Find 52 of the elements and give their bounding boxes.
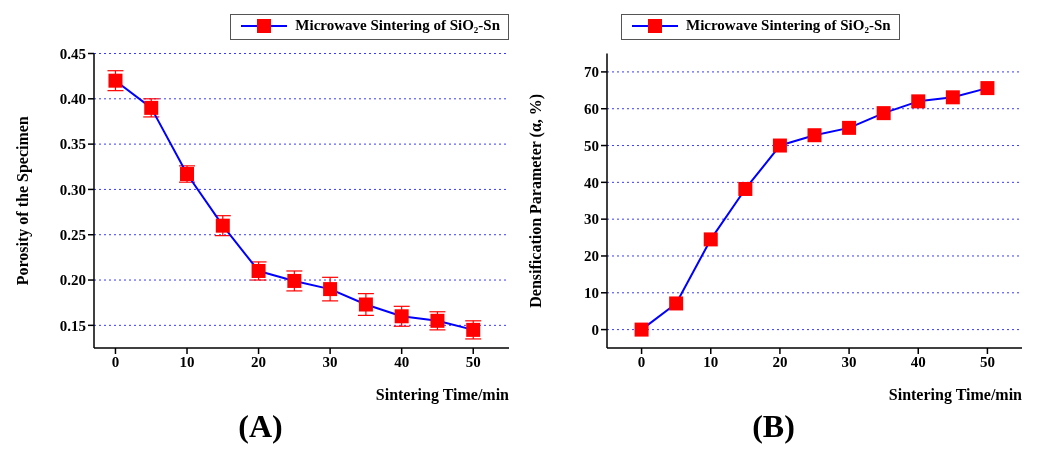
- point: [980, 81, 995, 96]
- point: [842, 120, 857, 135]
- x-axis-title: Sintering Time/min: [375, 386, 510, 404]
- y-axis-title: Densification Parameter (α, %): [526, 93, 545, 308]
- y-tick-label: 0.40: [59, 91, 86, 108]
- text: (A): [238, 408, 283, 445]
- point: [287, 273, 302, 288]
- point: [323, 282, 338, 297]
- point: [703, 232, 718, 247]
- x-tick-label: 0: [637, 353, 646, 370]
- x-tick-label: 10: [703, 353, 719, 370]
- point: [945, 90, 960, 105]
- point: [358, 297, 373, 312]
- point: [108, 73, 123, 88]
- y-tick-label: 60: [584, 101, 599, 118]
- point: [634, 322, 649, 337]
- y-tick-label: 0: [591, 321, 599, 338]
- y-tick-label: 0.30: [59, 181, 86, 198]
- legend-label: Microwave Sintering of SiO₂-Sn: [686, 17, 891, 34]
- y-tick-label: 30: [584, 211, 599, 228]
- point: [911, 94, 926, 109]
- point: [738, 181, 753, 196]
- y-tick-label: 0.15: [59, 317, 86, 334]
- y-tick-label: 20: [584, 248, 599, 265]
- y-tick-label: 10: [584, 285, 599, 302]
- y-tick-label: 70: [584, 64, 599, 81]
- y-tick-label: 50: [584, 137, 599, 154]
- x-tick-label: 50: [979, 353, 995, 370]
- x-tick-label: 50: [465, 353, 481, 370]
- x-tick-label: 40: [910, 353, 926, 370]
- text: (B): [752, 408, 795, 445]
- y-tick-label: 0.45: [59, 45, 86, 62]
- point: [772, 138, 787, 153]
- point: [669, 296, 684, 311]
- point: [394, 309, 409, 324]
- x-tick-label: 0: [111, 353, 120, 370]
- y-axis-title: Porosity of the Specimen: [13, 116, 32, 286]
- x-tick-label: 20: [772, 353, 788, 370]
- x-axis-title: Sintering Time/min: [888, 386, 1023, 404]
- x-tick-label: 40: [394, 353, 410, 370]
- x-tick-label: 30: [322, 353, 338, 370]
- y-tick-label: 40: [584, 174, 599, 191]
- y-tick-label: 0.35: [59, 136, 86, 153]
- point: [215, 218, 230, 233]
- x-tick-label: 10: [179, 353, 195, 370]
- point: [876, 106, 891, 121]
- y-tick-label: 0.20: [59, 272, 86, 289]
- point: [807, 128, 822, 143]
- x-tick-label: 30: [841, 353, 857, 370]
- legend-label: Microwave Sintering of SiO₂-Sn: [295, 17, 500, 34]
- x-tick-label: 20: [251, 353, 267, 370]
- y-tick-label: 0.25: [59, 227, 86, 244]
